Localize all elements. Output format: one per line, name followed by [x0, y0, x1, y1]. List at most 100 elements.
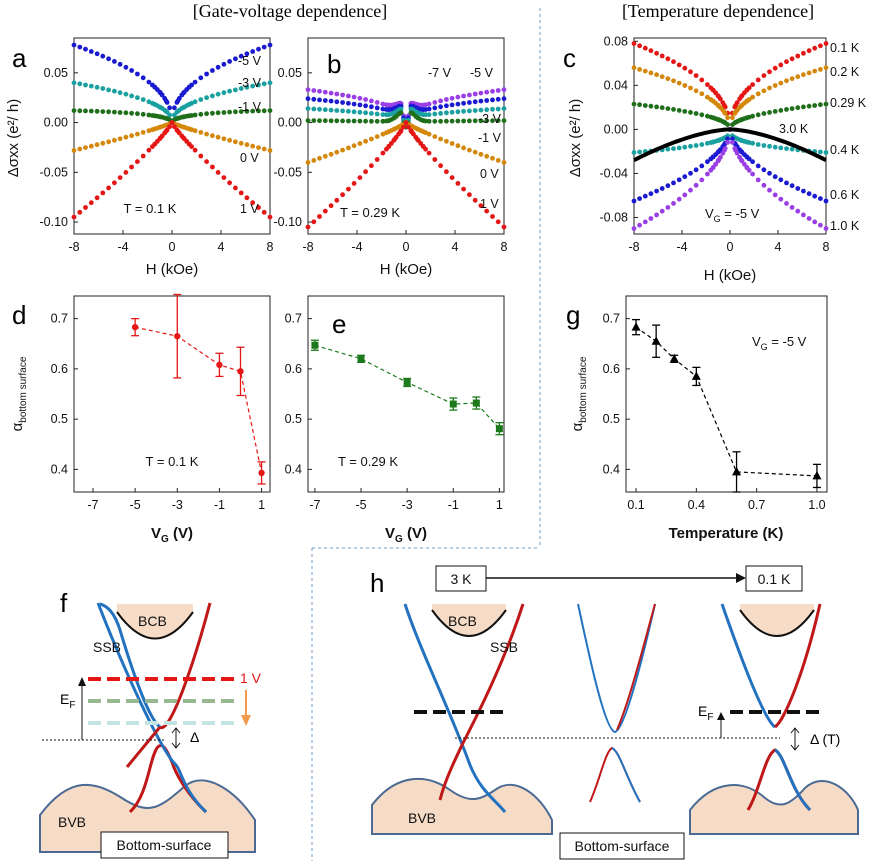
data-point	[305, 87, 311, 93]
x-axis-title-main: Temperature (K)	[669, 525, 784, 542]
data-point	[818, 196, 823, 202]
data-point	[642, 219, 648, 225]
data-point	[340, 100, 345, 105]
ssb-red-branch-f	[159, 602, 212, 729]
y-tick-label: -0.05	[40, 165, 69, 179]
data-point	[746, 156, 752, 162]
y-tick-label: -0.10	[40, 215, 69, 229]
y-tick-label: 0.5	[285, 412, 302, 426]
x-tick-label: 0.7	[748, 498, 765, 512]
data-point	[317, 106, 322, 112]
data-point	[778, 145, 784, 151]
data-point	[112, 109, 117, 115]
y-axis-title-a: Δσxx (e²/ h)	[5, 99, 22, 177]
data-point	[106, 139, 111, 145]
data-point	[823, 41, 829, 46]
trend-line	[134, 326, 263, 474]
data-point	[772, 144, 778, 150]
data-point	[750, 94, 755, 100]
data-point	[659, 208, 665, 214]
data-point	[725, 140, 730, 145]
data-point	[648, 70, 654, 76]
data-point	[671, 59, 676, 65]
data-point	[449, 175, 455, 181]
data-point	[478, 98, 484, 104]
data-point	[732, 146, 738, 151]
y-tick-label: 0.4	[51, 462, 68, 476]
data-point	[351, 94, 357, 100]
data-point	[693, 88, 699, 94]
data-point	[438, 136, 443, 142]
data-point	[478, 151, 484, 157]
data-point	[198, 75, 204, 81]
data-point	[461, 186, 466, 192]
y-axis-title-d: αbottom surface	[9, 356, 29, 431]
data-point	[713, 161, 718, 167]
data-point	[789, 183, 795, 189]
y-axis-title-sub: bottom surface	[18, 356, 29, 423]
data-point	[328, 118, 334, 124]
data-point	[818, 149, 823, 155]
data-point	[351, 143, 357, 149]
data-point	[215, 170, 221, 175]
ssb-blue-upper-f	[99, 602, 162, 729]
data-point	[210, 110, 215, 116]
plot-frame	[633, 37, 827, 235]
data-point	[123, 170, 129, 175]
data-point	[665, 205, 671, 210]
y-tick-label: 0.6	[51, 362, 68, 376]
data-point	[818, 43, 823, 49]
data-point	[123, 134, 129, 140]
data-point	[204, 71, 210, 77]
data-point	[432, 111, 438, 117]
data-point	[374, 157, 380, 162]
data-point	[215, 64, 221, 70]
data-point	[369, 98, 374, 104]
panel-label-c: c	[563, 43, 576, 73]
data-point	[106, 185, 111, 191]
data-point	[172, 124, 177, 130]
data-point	[637, 43, 642, 49]
data-point	[484, 89, 490, 95]
data-point	[129, 93, 135, 99]
data-point	[648, 216, 654, 221]
data-point	[380, 118, 386, 124]
data-point	[722, 111, 728, 116]
data-point	[699, 77, 705, 83]
annotation-b: T = 0.29 K	[340, 205, 400, 220]
data-point	[426, 106, 432, 112]
data-point	[256, 82, 261, 88]
data-point	[472, 108, 478, 113]
data-point	[77, 146, 83, 152]
data-point	[637, 196, 642, 202]
x-tick-label: 8	[823, 240, 830, 254]
data-point	[346, 186, 351, 192]
bottom-surface-box-f	[100, 831, 229, 859]
y-tick-label: 0.7	[51, 312, 68, 326]
data-point	[784, 201, 789, 206]
data-point	[227, 59, 233, 64]
x-axis-title-main: V	[151, 525, 161, 542]
data-point	[204, 131, 210, 137]
x-tick-label: -4	[117, 240, 128, 254]
data-point	[176, 96, 182, 101]
data-point	[484, 118, 490, 124]
data-point	[444, 138, 449, 144]
data-point	[403, 378, 411, 386]
data-point	[671, 180, 676, 186]
data-point	[135, 71, 140, 77]
x-tick-label: 8	[501, 240, 508, 254]
data-point	[823, 65, 829, 71]
data-point	[215, 110, 221, 116]
data-point	[789, 56, 795, 62]
data-point	[112, 137, 117, 143]
data-point	[651, 336, 661, 345]
ssb-red-h-right	[773, 603, 822, 729]
data-point	[642, 103, 648, 108]
series-label: 1 V	[240, 202, 259, 216]
data-point	[484, 107, 490, 113]
data-point	[398, 110, 404, 116]
series-label: 3.0 K	[779, 122, 809, 136]
x-tick-label: 0.1	[627, 498, 644, 512]
data-point	[164, 127, 170, 133]
